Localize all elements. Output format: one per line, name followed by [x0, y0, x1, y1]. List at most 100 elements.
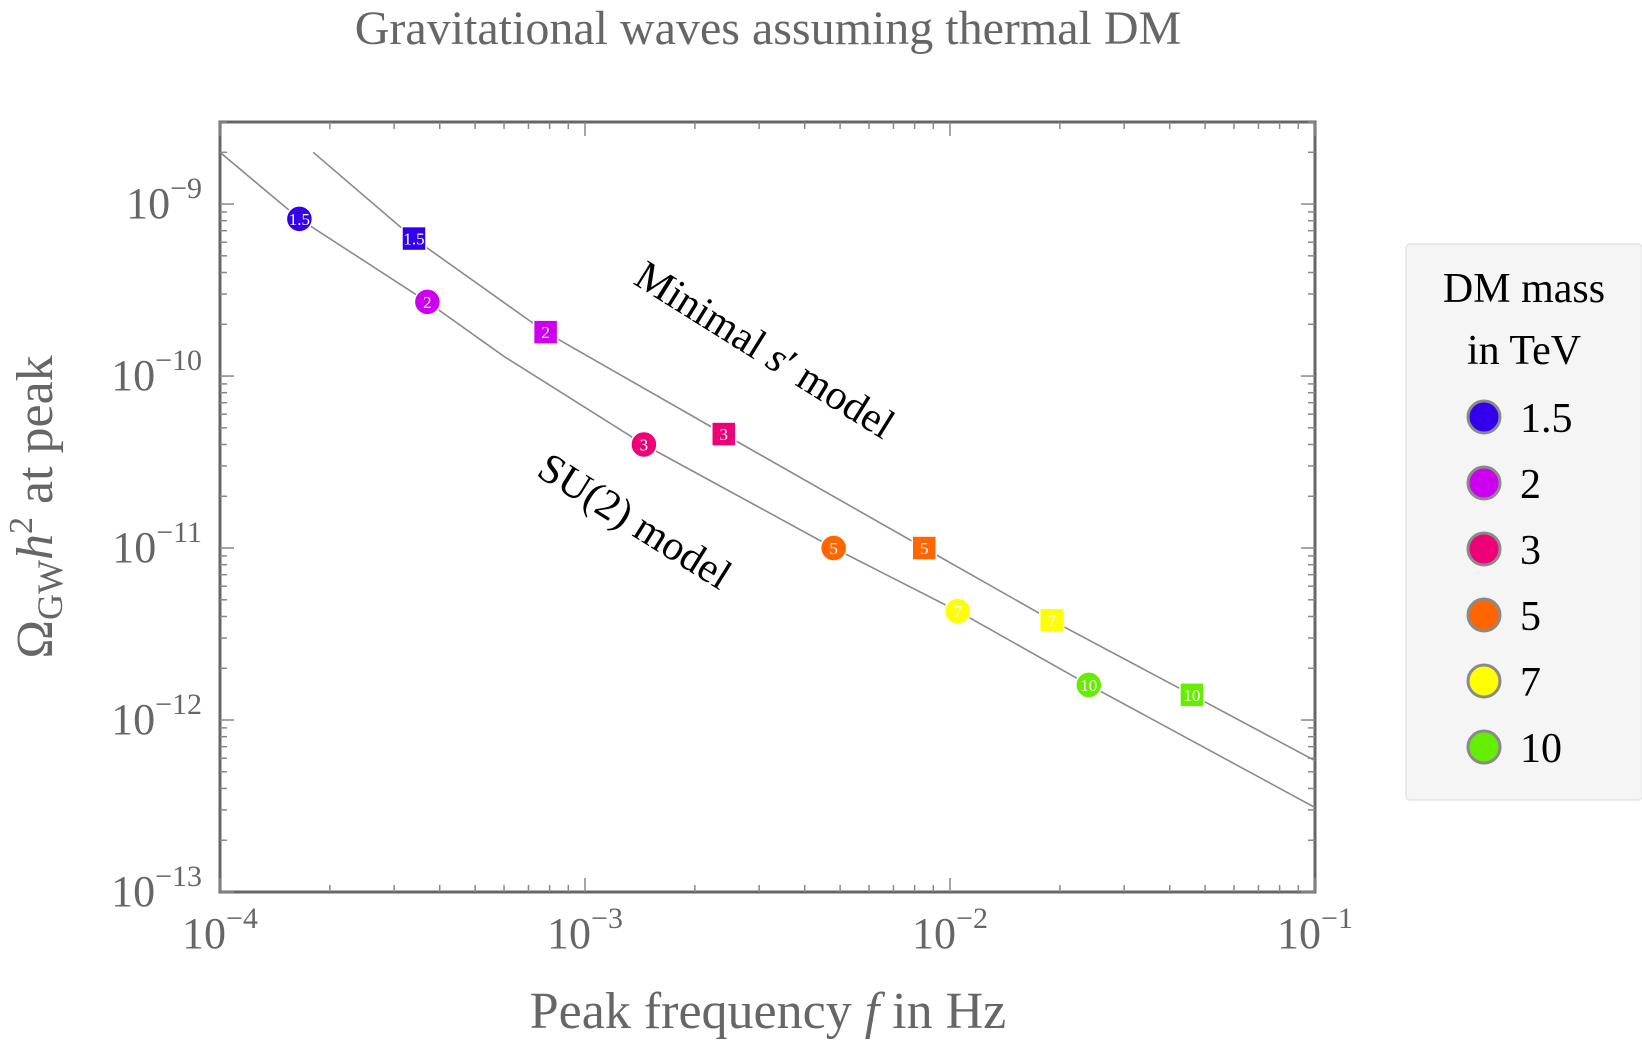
y-tick-label: 10−10 [111, 344, 202, 400]
marker-label: 5 [829, 539, 838, 558]
x-tick-label-exp: −1 [1321, 902, 1353, 935]
x-tick-label-base: 10 [912, 909, 956, 958]
legend-entry-5: 5 [1466, 594, 1541, 640]
y-tick-label-exp: −9 [170, 172, 202, 205]
y-axis-label: ΩGWh2 at peak [3, 355, 70, 658]
y-axis-label-part: Ω [7, 620, 64, 659]
legend-entry-2: 2 [1466, 462, 1541, 508]
x-tick-label: 10−3 [547, 902, 623, 958]
minimal-point-5: 5 [911, 535, 937, 561]
marker-label: 7 [953, 602, 962, 621]
legend-entries: 1.5 2 3 5 7 10 [1466, 396, 1573, 772]
legend-swatch [1466, 729, 1502, 765]
y-tick-label-base: 10 [112, 523, 156, 572]
marker-label: 2 [423, 293, 432, 312]
x-tick-label: 10−2 [912, 902, 988, 958]
x-tick-label-exp: −2 [956, 902, 988, 935]
legend-swatch [1466, 465, 1502, 501]
legend-swatch [1466, 399, 1502, 435]
minimal-point-2: 2 [532, 319, 559, 345]
x-axis-label-part: in Hz [879, 983, 1006, 1040]
square-marker [911, 535, 937, 561]
y-axis-label-part: GW [30, 560, 70, 620]
legend-entry-7: 7 [1466, 660, 1541, 706]
y-tick-label: 10−13 [111, 860, 202, 916]
marker-label: 10 [1183, 686, 1200, 705]
square-marker [711, 421, 737, 447]
marker-label: 10 [1080, 676, 1097, 695]
square-marker [401, 225, 427, 252]
y-tick-label: 10−11 [112, 516, 202, 572]
legend-box [1405, 243, 1642, 801]
legend-title-line1: DM mass [1443, 266, 1605, 312]
legend-entry-1.5: 1.5 [1466, 396, 1573, 442]
su2-point-1.5: 1.5 [285, 205, 314, 233]
su2-point-10: 10 [1075, 671, 1103, 699]
legend-entry-3: 3 [1466, 528, 1541, 574]
marker-label: 1.5 [289, 210, 310, 229]
y-tick-label-exp: −12 [155, 688, 202, 721]
minimal-point-10: 10 [1179, 682, 1205, 708]
axis-ticks [219, 121, 1316, 893]
x-tick-label: 10−4 [182, 902, 258, 958]
y-tick-label-exp: −10 [155, 344, 202, 377]
plot-frame [218, 120, 1317, 894]
marker-label: 1.5 [403, 230, 424, 249]
square-marker [1179, 682, 1205, 708]
su2-point-2: 2 [413, 288, 442, 316]
marker-label: 3 [720, 425, 729, 444]
x-tick-label-base: 10 [1277, 909, 1321, 958]
marker-label: 3 [640, 435, 649, 454]
x-tick-label-exp: −3 [591, 902, 623, 935]
x-tick-label-base: 10 [182, 909, 226, 958]
circle-marker [630, 430, 658, 459]
su2-point-5: 5 [819, 534, 848, 562]
series-markers: 1.5 2 3 5 7 10 1.5 2 3 5 7 10 [285, 205, 1205, 708]
x-tick-label-exp: −4 [226, 902, 258, 935]
minimal-point-1.5: 1.5 [401, 225, 427, 252]
chart-title: Gravitational waves assuming thermal DM [355, 2, 1181, 55]
marker-label: 2 [541, 323, 550, 342]
legend-entry-10: 10 [1466, 726, 1562, 772]
minimal-point-3: 3 [711, 421, 737, 447]
y-tick-label-base: 10 [126, 179, 170, 228]
su2-point-3: 3 [630, 430, 658, 459]
y-tick-label-base: 10 [111, 867, 155, 916]
circle-marker [819, 534, 848, 562]
marker-label: 5 [920, 539, 929, 558]
circle-marker [285, 205, 314, 233]
circle-marker [1075, 671, 1103, 699]
legend-label: 2 [1520, 462, 1541, 508]
y-axis-label-part: 2 [3, 517, 40, 534]
legend-swatch [1466, 597, 1502, 633]
circle-marker [943, 597, 972, 625]
square-marker [1038, 607, 1065, 634]
legend-label: 5 [1520, 594, 1541, 640]
y-tick-label-exp: −13 [155, 860, 202, 893]
x-axis-label-part: Peak frequency [530, 983, 865, 1040]
legend-title-line2: in TeV [1467, 328, 1581, 374]
circle-marker [413, 288, 442, 316]
square-marker [532, 319, 559, 345]
x-axis-label: Peak frequency f in Hz [530, 983, 1007, 1040]
legend-swatch [1466, 663, 1502, 699]
y-tick-label-base: 10 [111, 351, 155, 400]
y-tick-label: 10−12 [111, 688, 202, 744]
y-tick-label-exp: −11 [156, 516, 202, 549]
legend-label: 10 [1520, 726, 1562, 772]
legend-label: 1.5 [1520, 396, 1573, 442]
legend-swatch [1466, 531, 1502, 567]
x-tick-labels: 10−4 10−3 10−2 10−1 [182, 902, 1353, 958]
y-tick-label-base: 10 [111, 695, 155, 744]
y-tick-label: 10−9 [126, 172, 202, 228]
marker-label: 7 [1047, 611, 1056, 630]
x-tick-label-base: 10 [547, 909, 591, 958]
su2-point-7: 7 [943, 597, 972, 625]
legend-label: 7 [1520, 660, 1541, 706]
series-curve-minimal [312, 151, 1315, 762]
y-axis-label-part: h [7, 534, 64, 560]
legend-label: 3 [1520, 528, 1541, 574]
minimal-point-7: 7 [1038, 607, 1065, 634]
